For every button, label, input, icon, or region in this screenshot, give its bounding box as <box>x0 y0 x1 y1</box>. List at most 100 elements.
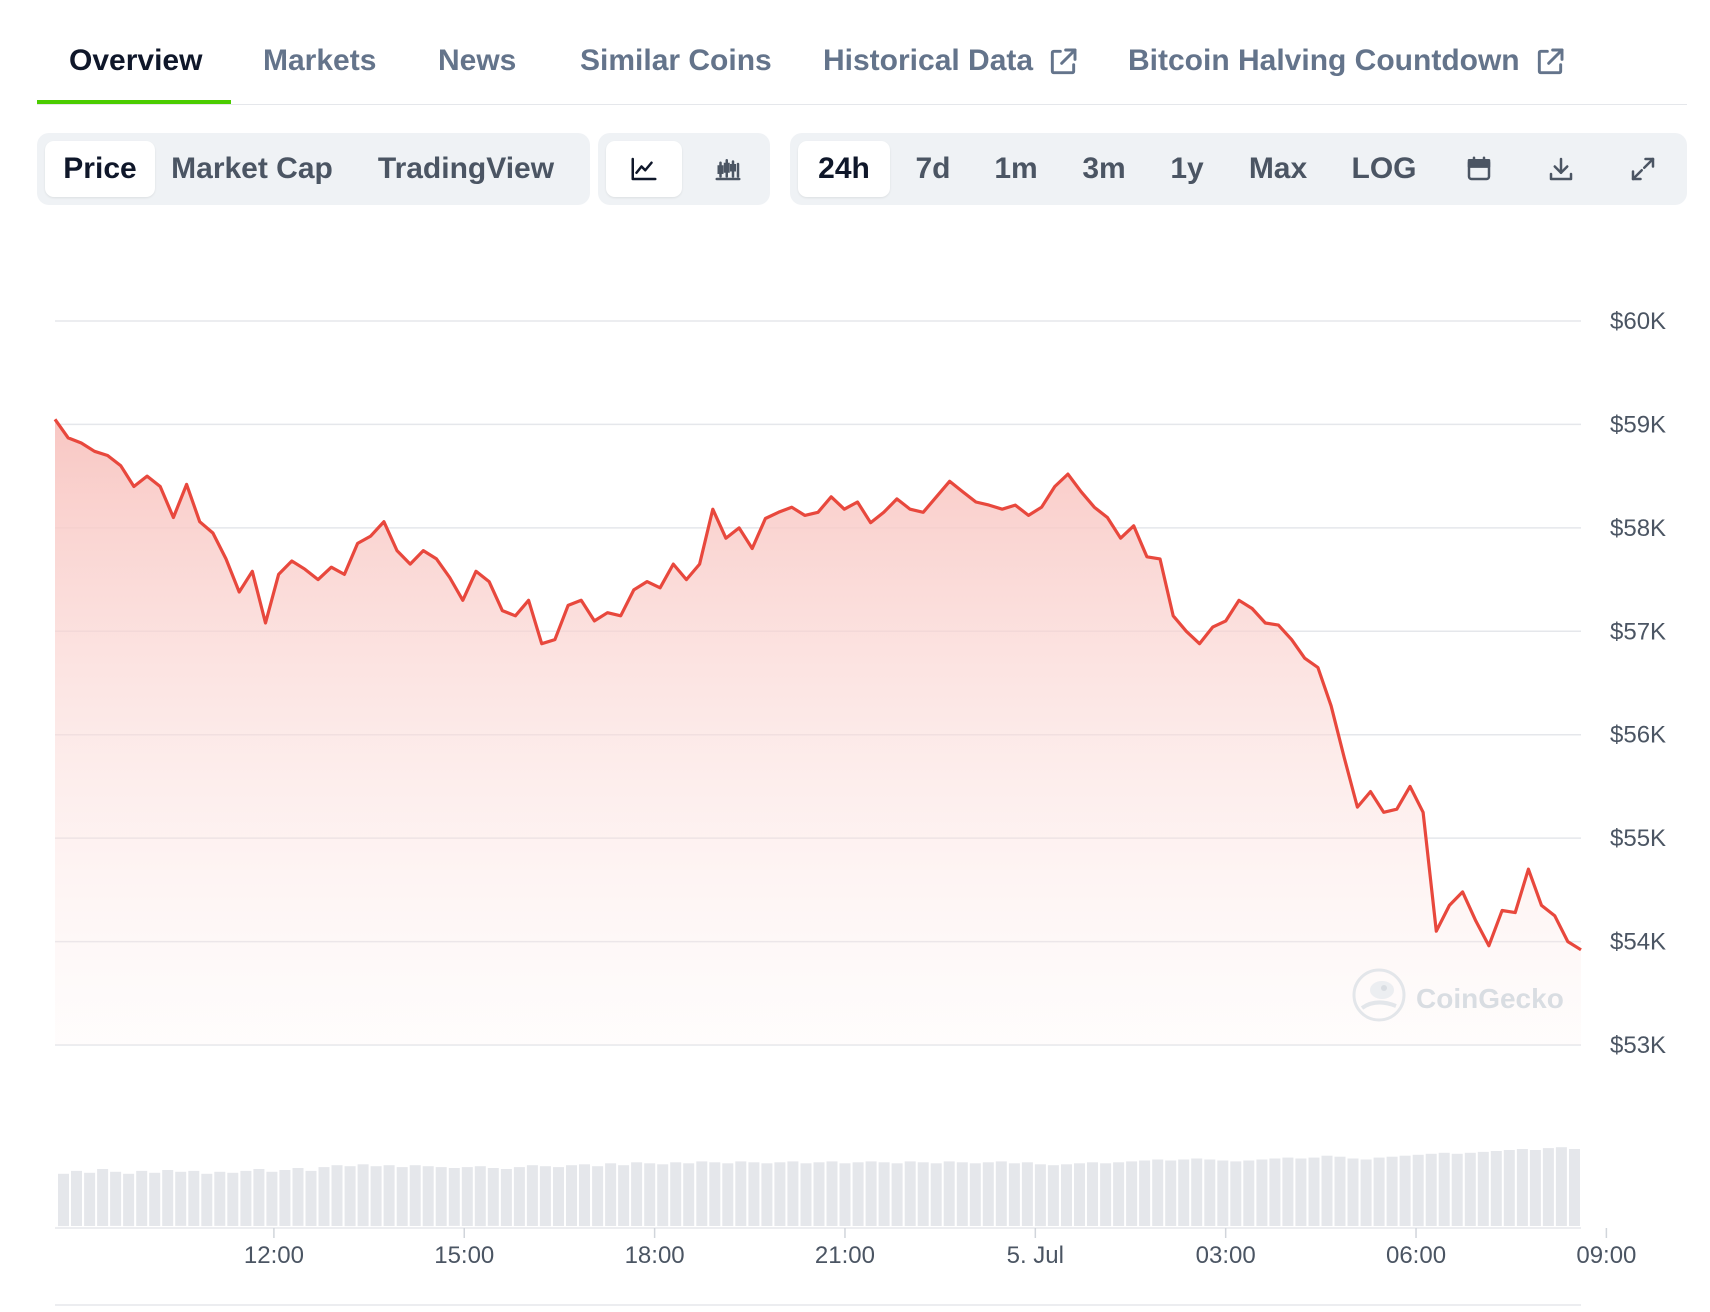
button-label: 1y <box>1170 152 1204 185</box>
volume-bar <box>448 1168 460 1226</box>
volume-bar <box>84 1172 96 1226</box>
volume-bar <box>1412 1154 1424 1227</box>
button-label: Market Cap <box>171 152 333 185</box>
volume-bar <box>969 1163 981 1226</box>
range-group: 24h 7d 1m 3m 1y Max LOG <box>790 133 1687 205</box>
volume-bar <box>553 1167 564 1226</box>
volume-bar <box>1542 1148 1554 1226</box>
tab-bitcoin-halving-countdown[interactable]: Bitcoin Halving Countdown <box>1128 44 1566 104</box>
volume-bar <box>240 1170 252 1226</box>
x-tick-label: 12:00 <box>244 1242 304 1269</box>
log-scale-button[interactable]: LOG <box>1334 141 1434 197</box>
volume-bar <box>709 1162 721 1226</box>
x-tick-label: 03:00 <box>1196 1242 1256 1269</box>
volume-bar <box>813 1162 825 1226</box>
tab-label: Markets <box>263 44 377 77</box>
line-chart-button[interactable] <box>606 141 682 197</box>
button-label: LOG <box>1351 152 1417 185</box>
volume-bar <box>292 1168 304 1226</box>
volume-bar <box>696 1161 708 1226</box>
volume-bar <box>1386 1156 1398 1226</box>
volume-bar <box>579 1164 590 1227</box>
volume-bar <box>422 1166 434 1227</box>
volume-bar <box>474 1166 486 1227</box>
range-max-button[interactable]: Max <box>1230 141 1326 197</box>
volume-bar <box>1061 1164 1072 1227</box>
volume-bar <box>201 1173 213 1227</box>
range-1y-button[interactable]: 1y <box>1152 141 1222 197</box>
volume-bar <box>1464 1152 1476 1226</box>
volume-bar <box>1529 1150 1541 1226</box>
button-label: Max <box>1248 152 1308 185</box>
volume-bar <box>631 1162 643 1226</box>
volume-bar <box>1503 1150 1515 1226</box>
volume-bar <box>1347 1158 1359 1226</box>
chart-type-group: Price Market Cap TradingView <box>37 133 590 205</box>
range-1m-button[interactable]: 1m <box>976 141 1056 197</box>
price-line <box>53 418 1582 952</box>
volume-bar <box>1425 1153 1437 1226</box>
volume-bar <box>826 1161 838 1226</box>
volume-bar <box>149 1172 161 1226</box>
volume-bar <box>396 1167 408 1226</box>
candlestick-chart-button[interactable] <box>690 141 766 197</box>
volume-bar <box>1178 1159 1190 1226</box>
line-chart-icon <box>629 154 659 184</box>
calendar-button[interactable] <box>1444 141 1514 197</box>
volume-bar <box>774 1162 786 1226</box>
volume-bar <box>995 1161 1007 1226</box>
tradingview-button[interactable]: TradingView <box>351 141 581 197</box>
range-24h-button[interactable]: 24h <box>798 141 890 197</box>
watermark-text: CoinGecko <box>1416 982 1564 1014</box>
volume-bar <box>188 1170 200 1226</box>
volume-bar <box>331 1165 343 1226</box>
tab-similar-coins[interactable]: Similar Coins <box>580 44 772 104</box>
volume-bar <box>526 1165 538 1226</box>
volume-bar <box>253 1169 265 1226</box>
volume-bar <box>1295 1158 1307 1226</box>
tab-overview[interactable]: Overview <box>37 44 231 104</box>
calendar-icon <box>1464 154 1494 184</box>
tab-label: Bitcoin Halving Countdown <box>1128 44 1520 77</box>
volume-bar <box>1321 1155 1333 1226</box>
tab-news[interactable]: News <box>438 44 516 104</box>
volume-bar <box>1165 1160 1177 1226</box>
price-area-fill <box>55 419 1581 1045</box>
tab-markets[interactable]: Markets <box>263 44 376 104</box>
external-link-icon <box>1047 44 1079 78</box>
market-cap-button[interactable]: Market Cap <box>167 141 337 197</box>
y-tick-label: $54K <box>1610 929 1666 956</box>
volume-bar <box>110 1171 122 1226</box>
price-button[interactable]: Price <box>45 141 155 197</box>
fullscreen-icon <box>1628 154 1658 184</box>
volume-bar <box>1490 1151 1502 1226</box>
volume-bar <box>1243 1160 1255 1226</box>
range-7d-button[interactable]: 7d <box>898 141 968 197</box>
volume-bar <box>266 1171 278 1226</box>
volume-bar <box>305 1170 317 1226</box>
tab-historical-data[interactable]: Historical Data <box>823 44 1079 104</box>
x-tick-label: 18:00 <box>625 1242 685 1269</box>
volume-bar <box>735 1161 747 1226</box>
volume-bar <box>1555 1147 1567 1226</box>
y-tick-label: $58K <box>1610 515 1666 542</box>
volume-bar <box>1438 1152 1450 1226</box>
volume-bar <box>1516 1149 1528 1226</box>
volume-bar <box>539 1166 551 1227</box>
volume-bar <box>644 1163 656 1226</box>
download-button[interactable] <box>1526 141 1596 197</box>
volume-bar <box>435 1167 447 1226</box>
volume-bar <box>1269 1158 1281 1226</box>
volume-bar <box>1217 1160 1229 1226</box>
volume-bar <box>956 1162 968 1226</box>
volume-bar <box>761 1163 773 1226</box>
button-label: 24h <box>818 152 870 185</box>
y-axis: $60K $59K $58K $57K $56K $55K $54K $53K <box>1610 308 1666 1059</box>
volume-bar <box>1008 1163 1020 1226</box>
volume-bar <box>592 1166 604 1227</box>
range-3m-button[interactable]: 3m <box>1064 141 1144 197</box>
fullscreen-button[interactable] <box>1608 141 1678 197</box>
volume-bar <box>1477 1151 1489 1226</box>
y-tick-label: $55K <box>1610 825 1666 852</box>
